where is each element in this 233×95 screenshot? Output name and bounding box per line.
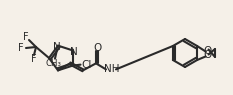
Text: F: F xyxy=(31,54,37,64)
Text: N: N xyxy=(53,42,61,52)
Text: CH₃: CH₃ xyxy=(46,59,62,68)
Text: NH: NH xyxy=(104,64,119,74)
Text: F: F xyxy=(23,32,29,42)
Text: N: N xyxy=(70,47,77,57)
Text: O: O xyxy=(203,46,211,55)
Text: Cl: Cl xyxy=(81,60,92,70)
Text: O: O xyxy=(93,43,102,53)
Text: O: O xyxy=(203,51,211,61)
Text: F: F xyxy=(18,43,24,53)
